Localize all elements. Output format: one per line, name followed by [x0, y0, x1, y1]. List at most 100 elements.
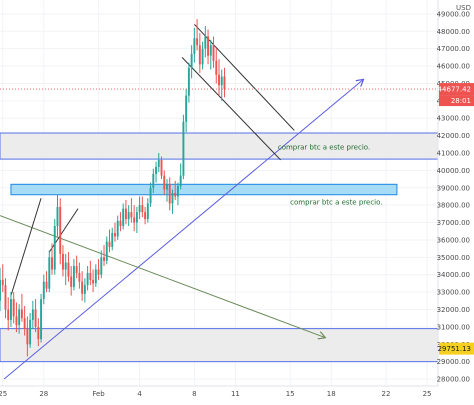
- candle-body: [34, 309, 37, 327]
- candle-body: [56, 206, 59, 227]
- candle-body: [29, 319, 32, 345]
- candle-body: [152, 173, 155, 188]
- candle-body: [20, 309, 23, 319]
- y-tick-label: 41000.00: [437, 150, 470, 158]
- y-tick-label: 43000.00: [437, 115, 470, 123]
- x-tick-label: 25: [423, 390, 432, 398]
- x-tick-label: Feb: [92, 390, 105, 398]
- candle-body: [75, 266, 78, 273]
- candle-body: [124, 208, 127, 220]
- candle-body: [163, 175, 166, 190]
- candle-body: [0, 279, 1, 301]
- candle-body: [187, 67, 190, 96]
- candle-body: [130, 212, 133, 218]
- candle-body: [72, 266, 75, 287]
- y-tick-label: 48000.00: [437, 28, 470, 36]
- candle-body: [42, 281, 45, 300]
- candle-body: [81, 281, 84, 294]
- candle-body: [86, 272, 89, 286]
- countdown-box: [439, 95, 474, 107]
- x-tick-label: 25: [0, 390, 7, 398]
- candle-body: [207, 36, 210, 56]
- candle-body: [51, 257, 53, 270]
- candle-body: [111, 232, 114, 247]
- y-tick-label: 32000.00: [437, 306, 470, 314]
- x-tick-label: 18: [327, 390, 336, 398]
- candle-body: [1, 279, 4, 286]
- candle-body: [185, 95, 188, 122]
- candle-body: [212, 45, 215, 61]
- candle-body: [67, 262, 70, 277]
- candle-body: [201, 48, 204, 65]
- candle-body: [97, 269, 100, 275]
- y-tick-label: 28000.00: [437, 376, 470, 384]
- candle-body: [119, 220, 122, 227]
- zone-lower: [0, 328, 438, 363]
- uptrend-line: [3, 80, 363, 380]
- candle-body: [7, 309, 10, 320]
- candle-body: [179, 175, 182, 187]
- y-tick-label: 31000.00: [437, 323, 470, 331]
- x-tick-label: 11: [231, 390, 240, 398]
- y-tick-label: 33000.00: [437, 289, 470, 297]
- candle-body: [9, 299, 12, 320]
- y-tick-label: 42000.00: [437, 132, 470, 140]
- candle-body: [100, 257, 103, 275]
- candlesticks: [0, 19, 226, 357]
- candle-body: [218, 74, 220, 86]
- x-tick-label: 8: [192, 390, 196, 398]
- y-tick-label: 47000.00: [437, 45, 470, 53]
- candle-body: [182, 121, 185, 176]
- marked-price-box: [439, 342, 474, 355]
- candle-body: [149, 187, 152, 204]
- candle-body: [133, 217, 136, 223]
- y-tick-label: 29000.00: [437, 358, 470, 366]
- candle-body: [83, 285, 86, 294]
- y-tick-label: 46000.00: [437, 63, 470, 71]
- candle-body: [174, 193, 177, 197]
- candle-body: [12, 299, 15, 317]
- candle-body: [196, 38, 199, 46]
- left-channel-1: [10, 198, 42, 296]
- candle-body: [70, 276, 73, 287]
- x-tick-label: 4: [137, 390, 142, 398]
- candle-body: [168, 184, 171, 204]
- candle-body: [138, 205, 141, 213]
- candle-body: [190, 53, 193, 68]
- candle-body: [4, 285, 7, 310]
- candle-body: [166, 184, 168, 190]
- candle-body: [31, 309, 34, 320]
- x-tick-label: 22: [382, 390, 391, 398]
- left-channel-2: [48, 208, 79, 253]
- candle-body: [78, 272, 81, 282]
- y-tick-label: 35000.00: [437, 254, 470, 262]
- currency-label: USD: [456, 4, 471, 12]
- candle-body: [176, 186, 179, 197]
- candle-body: [53, 226, 56, 270]
- current-price-label: 44677.42: [438, 86, 471, 94]
- annotation-label: comprar btc a este precio.: [278, 144, 370, 152]
- candle-body: [48, 257, 51, 289]
- candle-body: [144, 212, 147, 220]
- candle-body: [18, 309, 21, 326]
- candle-body: [157, 159, 160, 167]
- candle-body: [160, 159, 163, 176]
- candle-body: [92, 279, 95, 284]
- candle-body: [94, 269, 97, 284]
- candle-body: [105, 241, 108, 261]
- candle-body: [193, 38, 196, 54]
- candle-body: [116, 220, 119, 237]
- channel-lower: [181, 57, 281, 161]
- candle-body: [198, 45, 201, 65]
- y-tick-label: 38000.00: [437, 202, 470, 210]
- y-tick-label: 49000.00: [437, 10, 470, 18]
- zone-upper: [0, 132, 438, 160]
- candle-body: [108, 241, 111, 247]
- candle-body: [89, 272, 92, 280]
- zone-highlight: [10, 183, 398, 196]
- candle-body: [223, 76, 226, 89]
- candle-body: [135, 212, 138, 223]
- candle-body: [59, 206, 62, 254]
